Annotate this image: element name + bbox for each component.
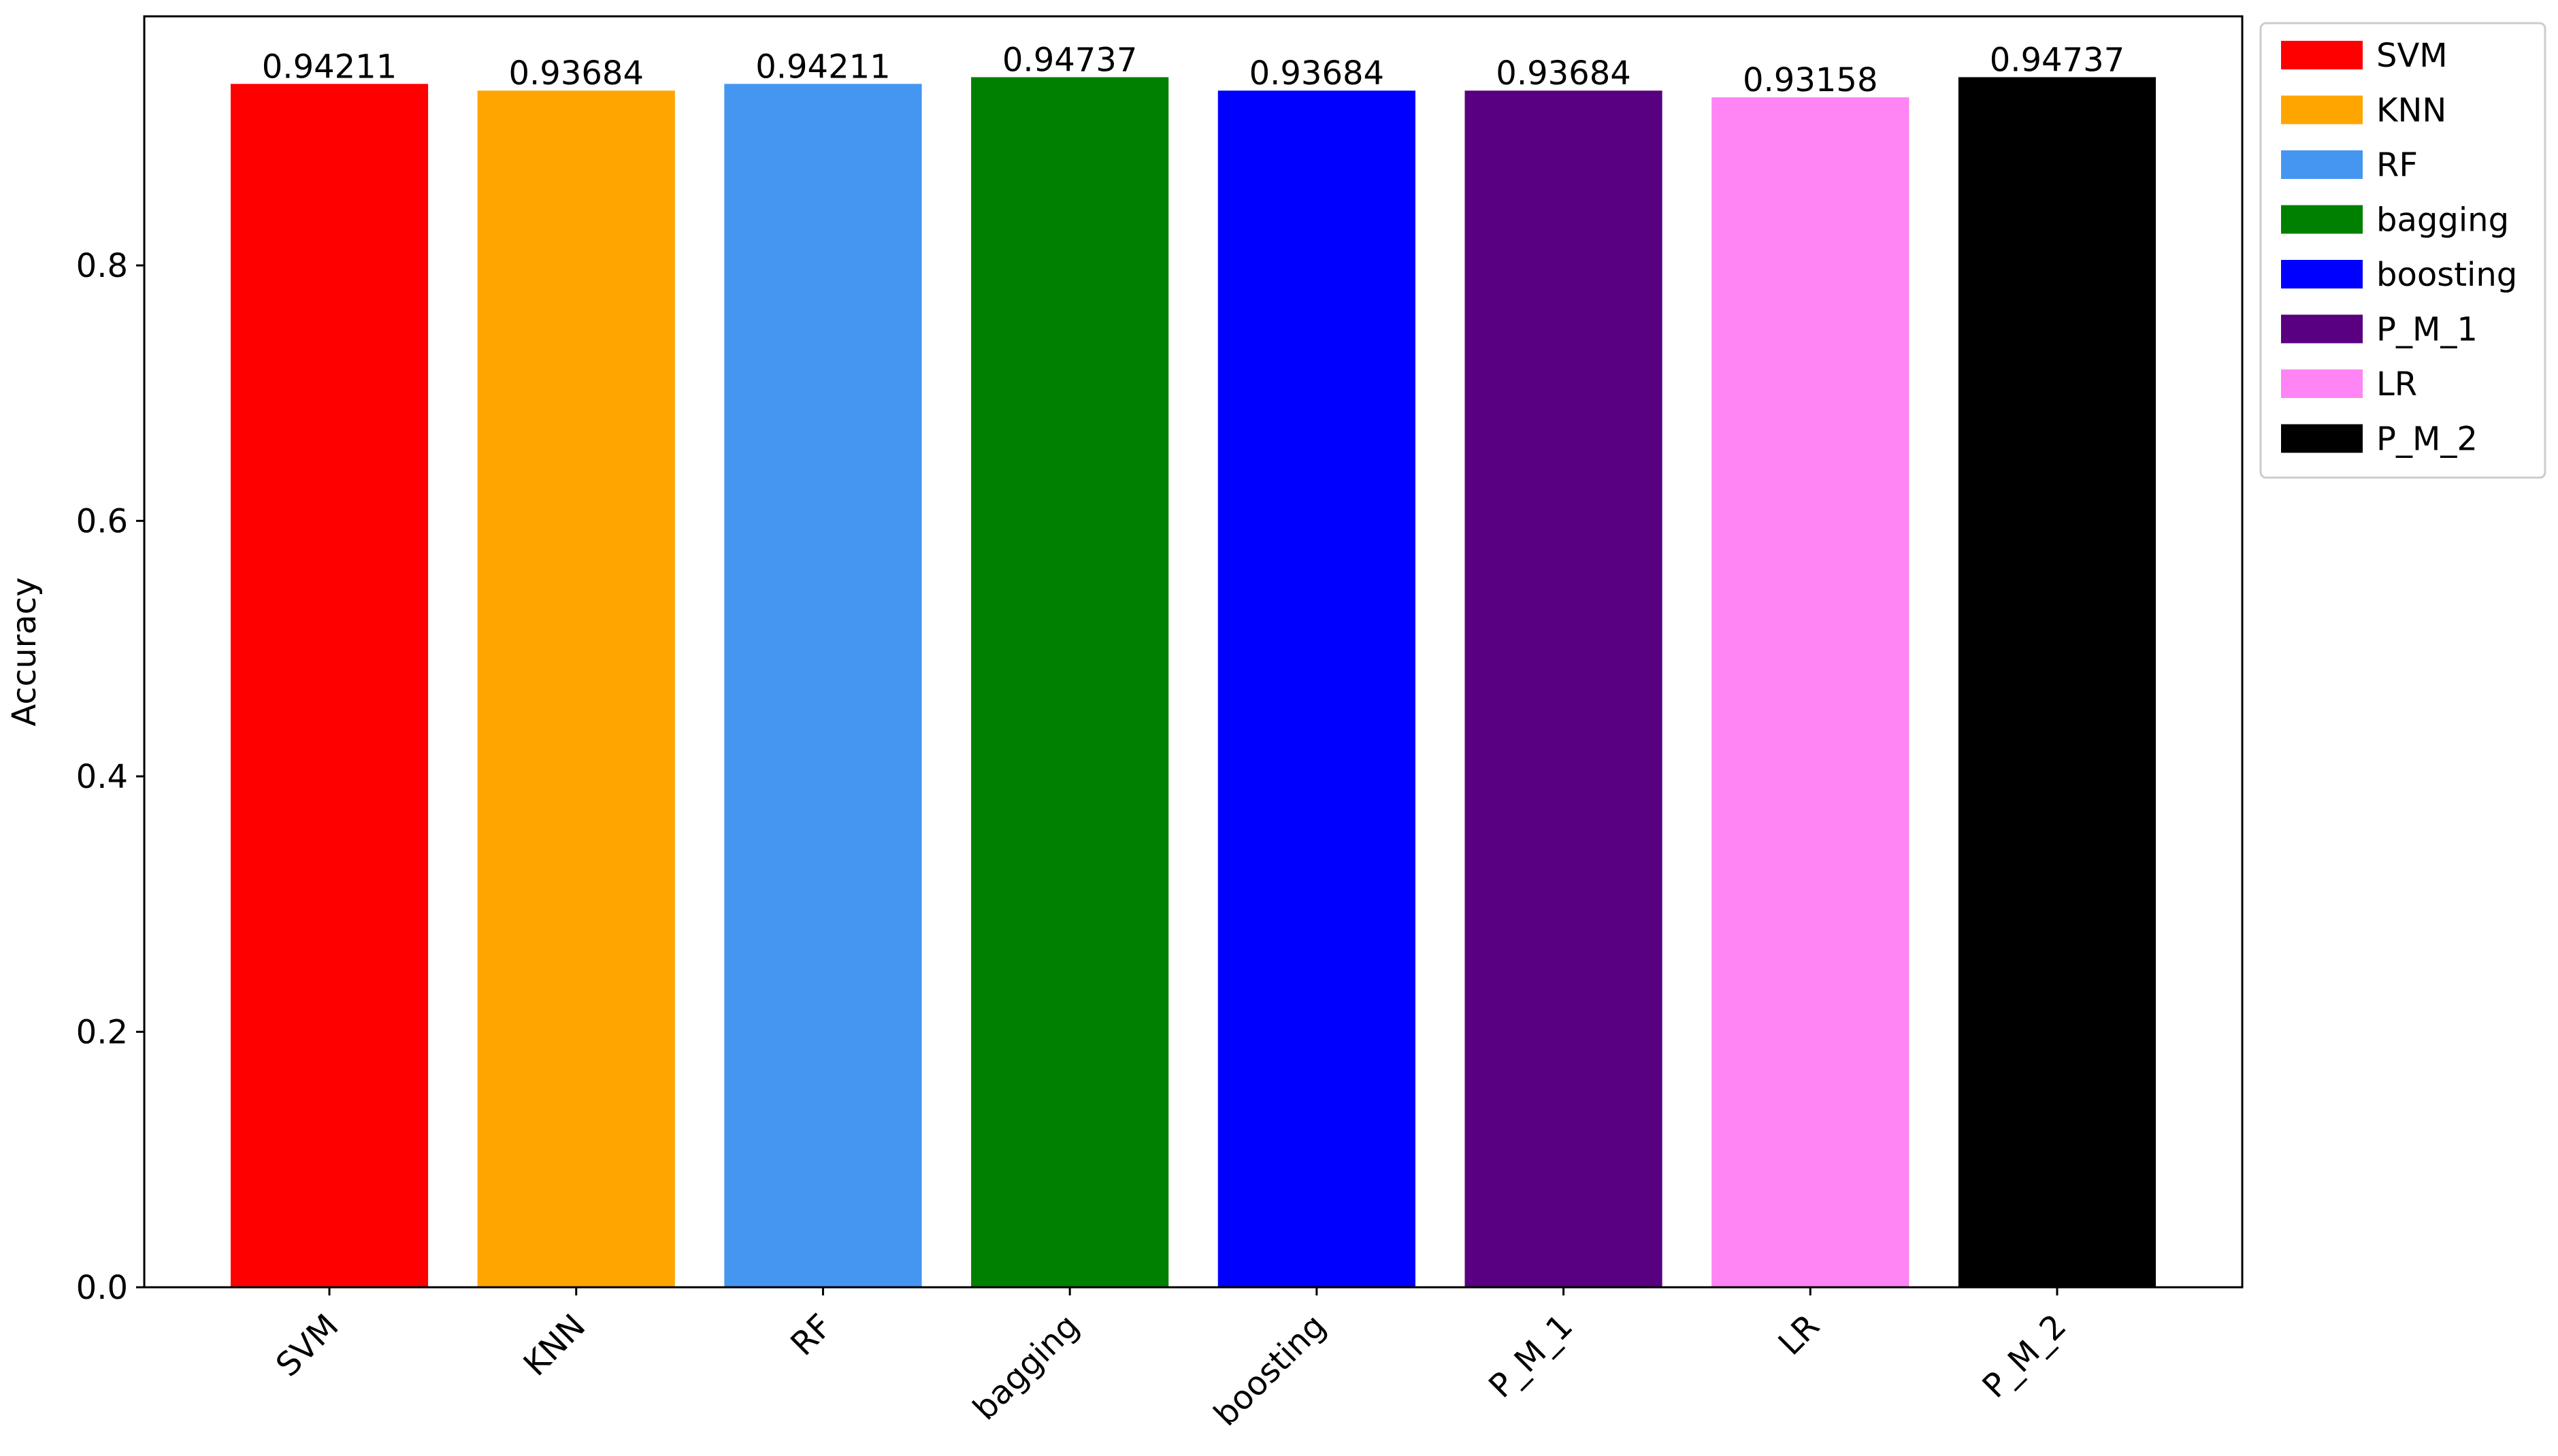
y-tick-label: 0.2 [76,1014,128,1052]
x-tick-label: P_M_1 [1481,1307,1580,1406]
legend-frame [2259,22,2546,479]
x-tick-label: KNN [516,1307,593,1384]
bar-value-label: 0.94737 [1990,41,2125,79]
legend-label: RF [2376,146,2418,184]
bar-7 [1958,77,2157,1288]
legend-swatch [2281,41,2363,69]
legend-label: LR [2376,365,2417,403]
x-tick-label: boosting [1207,1307,1333,1434]
legend: SVM KNN RF bagging boosting P_M_1 LR P_M_2 [2259,22,2546,479]
y-tick-label: 0.6 [76,503,128,541]
x-tick-label: P_M_2 [1975,1307,2074,1406]
legend-label: SVM [2376,37,2448,75]
legend-label: bagging [2376,201,2509,239]
x-axis: SVM KNN RF bagging boosting P_M_1 LR P_M_2 [269,1287,2074,1434]
bar-value-label: 0.94211 [262,48,397,86]
bar-value-label: 0.93158 [1743,61,1878,99]
x-tick-label: bagging [966,1307,1087,1428]
bar-1 [477,90,675,1287]
legend-swatch [2281,150,2363,179]
bar-value-label: 0.94211 [755,48,891,86]
bar-2 [724,84,922,1287]
y-tick-label: 0.8 [76,247,128,285]
x-tick-label: RF [783,1307,840,1363]
bar-4 [1217,90,1415,1287]
legend-label: boosting [2376,256,2517,294]
legend-label: P_M_1 [2376,311,2478,349]
plot-frame [143,15,2244,1289]
x-tick-label: LR [1771,1307,1827,1363]
plot-area [144,16,2242,1287]
legend-label: P_M_2 [2376,420,2478,459]
legend-swatch [2281,369,2363,398]
y-axis-label: Accuracy [5,577,44,726]
value-labels-group: 0.94211 0.93684 0.94211 0.94737 0.93684 0.936… [262,41,2125,99]
bars-group [230,77,2157,1288]
bar-value-label: 0.93684 [508,54,644,93]
bar-6 [1711,97,1909,1288]
bar-5 [1464,90,1662,1287]
y-axis: 0.0 0.2 0.4 0.6 0.8 [76,247,144,1307]
x-tick-label: SVM [269,1307,346,1385]
legend-swatch [2281,314,2363,344]
y-tick-label: 0.0 [76,1269,128,1307]
bar-0 [230,84,429,1287]
bar-value-label: 0.94737 [1002,41,1138,79]
legend-swatch [2281,424,2363,453]
legend-label: KNN [2376,92,2446,130]
legend-swatch [2281,260,2363,288]
legend-swatch [2281,95,2363,125]
bar-value-label: 0.93684 [1496,54,1631,93]
bar-value-label: 0.93684 [1249,54,1385,93]
y-tick-label: 0.4 [76,758,128,796]
bar-3 [971,77,1169,1288]
legend-swatch [2281,205,2363,234]
